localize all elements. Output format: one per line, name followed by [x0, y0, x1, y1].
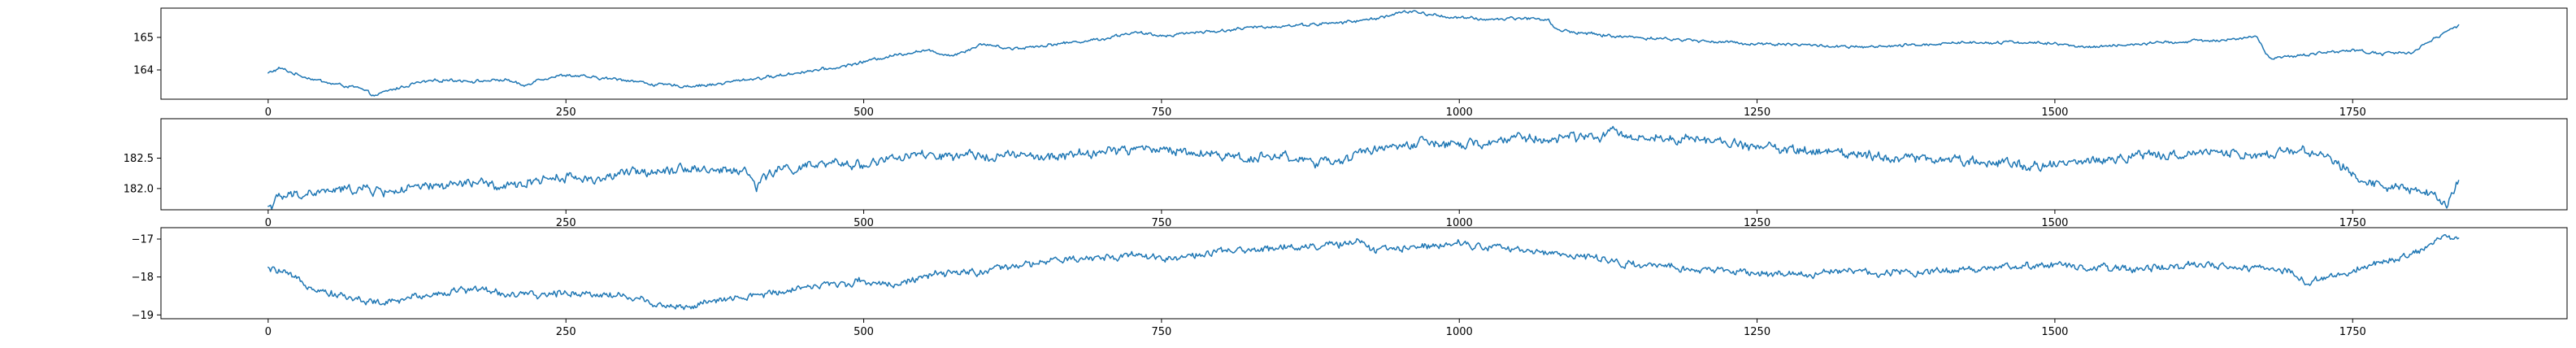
- x-tick-label: 750: [1151, 107, 1171, 119]
- x-tick-label: 1250: [1744, 107, 1770, 119]
- x-tick-label: 750: [1151, 217, 1171, 229]
- x-tick-label: 0: [265, 217, 272, 229]
- x-tick-label: 1500: [2041, 107, 2068, 119]
- x-tick-label: 1750: [2339, 217, 2366, 229]
- x-tick-label: 1000: [1446, 326, 1473, 338]
- subplot-panels: 0 250 500 750 1000 1250 1500 1750 164 165 0 250 500 7…: [124, 7, 2568, 338]
- y-tick-label: −18: [132, 272, 154, 284]
- y-tick-label: 182.5: [124, 153, 154, 165]
- x-tick-label: 0: [265, 326, 272, 338]
- y-tick-label: 164: [133, 65, 154, 77]
- x-tick-label: 1500: [2041, 217, 2068, 229]
- subplot-1: 0 250 500 750 1000 1250 1500 1750 164 165: [133, 7, 2568, 119]
- x-tick-label: 1750: [2339, 107, 2366, 119]
- series-line: [267, 233, 2460, 311]
- x-tick-label: 500: [854, 107, 874, 119]
- x-tick-label: 0: [265, 107, 272, 119]
- x-tick-label: 1000: [1446, 107, 1473, 119]
- x-tick-label: 1000: [1446, 217, 1473, 229]
- series-line: [267, 125, 2460, 211]
- series-line: [267, 10, 2460, 97]
- y-tick-label: 182.0: [124, 183, 154, 195]
- axes-frame: [160, 118, 2568, 211]
- x-tick-label: 1500: [2041, 326, 2068, 338]
- axes-frame: [160, 227, 2568, 320]
- x-tick-label: 500: [854, 326, 874, 338]
- axes-frame: [160, 7, 2568, 100]
- x-tick-label: 250: [556, 217, 576, 229]
- x-tick-label: 750: [1151, 326, 1171, 338]
- x-tick-label: 250: [556, 326, 576, 338]
- x-tick-label: 1250: [1744, 326, 1770, 338]
- x-tick-label: 1750: [2339, 326, 2366, 338]
- x-tick-label: 250: [556, 107, 576, 119]
- x-tick-label: 500: [854, 217, 874, 229]
- x-tick-label: 1250: [1744, 217, 1770, 229]
- subplot-2: 0 250 500 750 1000 1250 1500 1750 182.0 182.5: [124, 118, 2568, 229]
- y-tick-label: 165: [133, 33, 154, 45]
- y-tick-label: −19: [132, 310, 154, 322]
- y-tick-label: −17: [132, 234, 154, 246]
- subplot-3: 0 250 500 750 1000 1250 1500 1750 −17 −18 −19: [132, 227, 2568, 338]
